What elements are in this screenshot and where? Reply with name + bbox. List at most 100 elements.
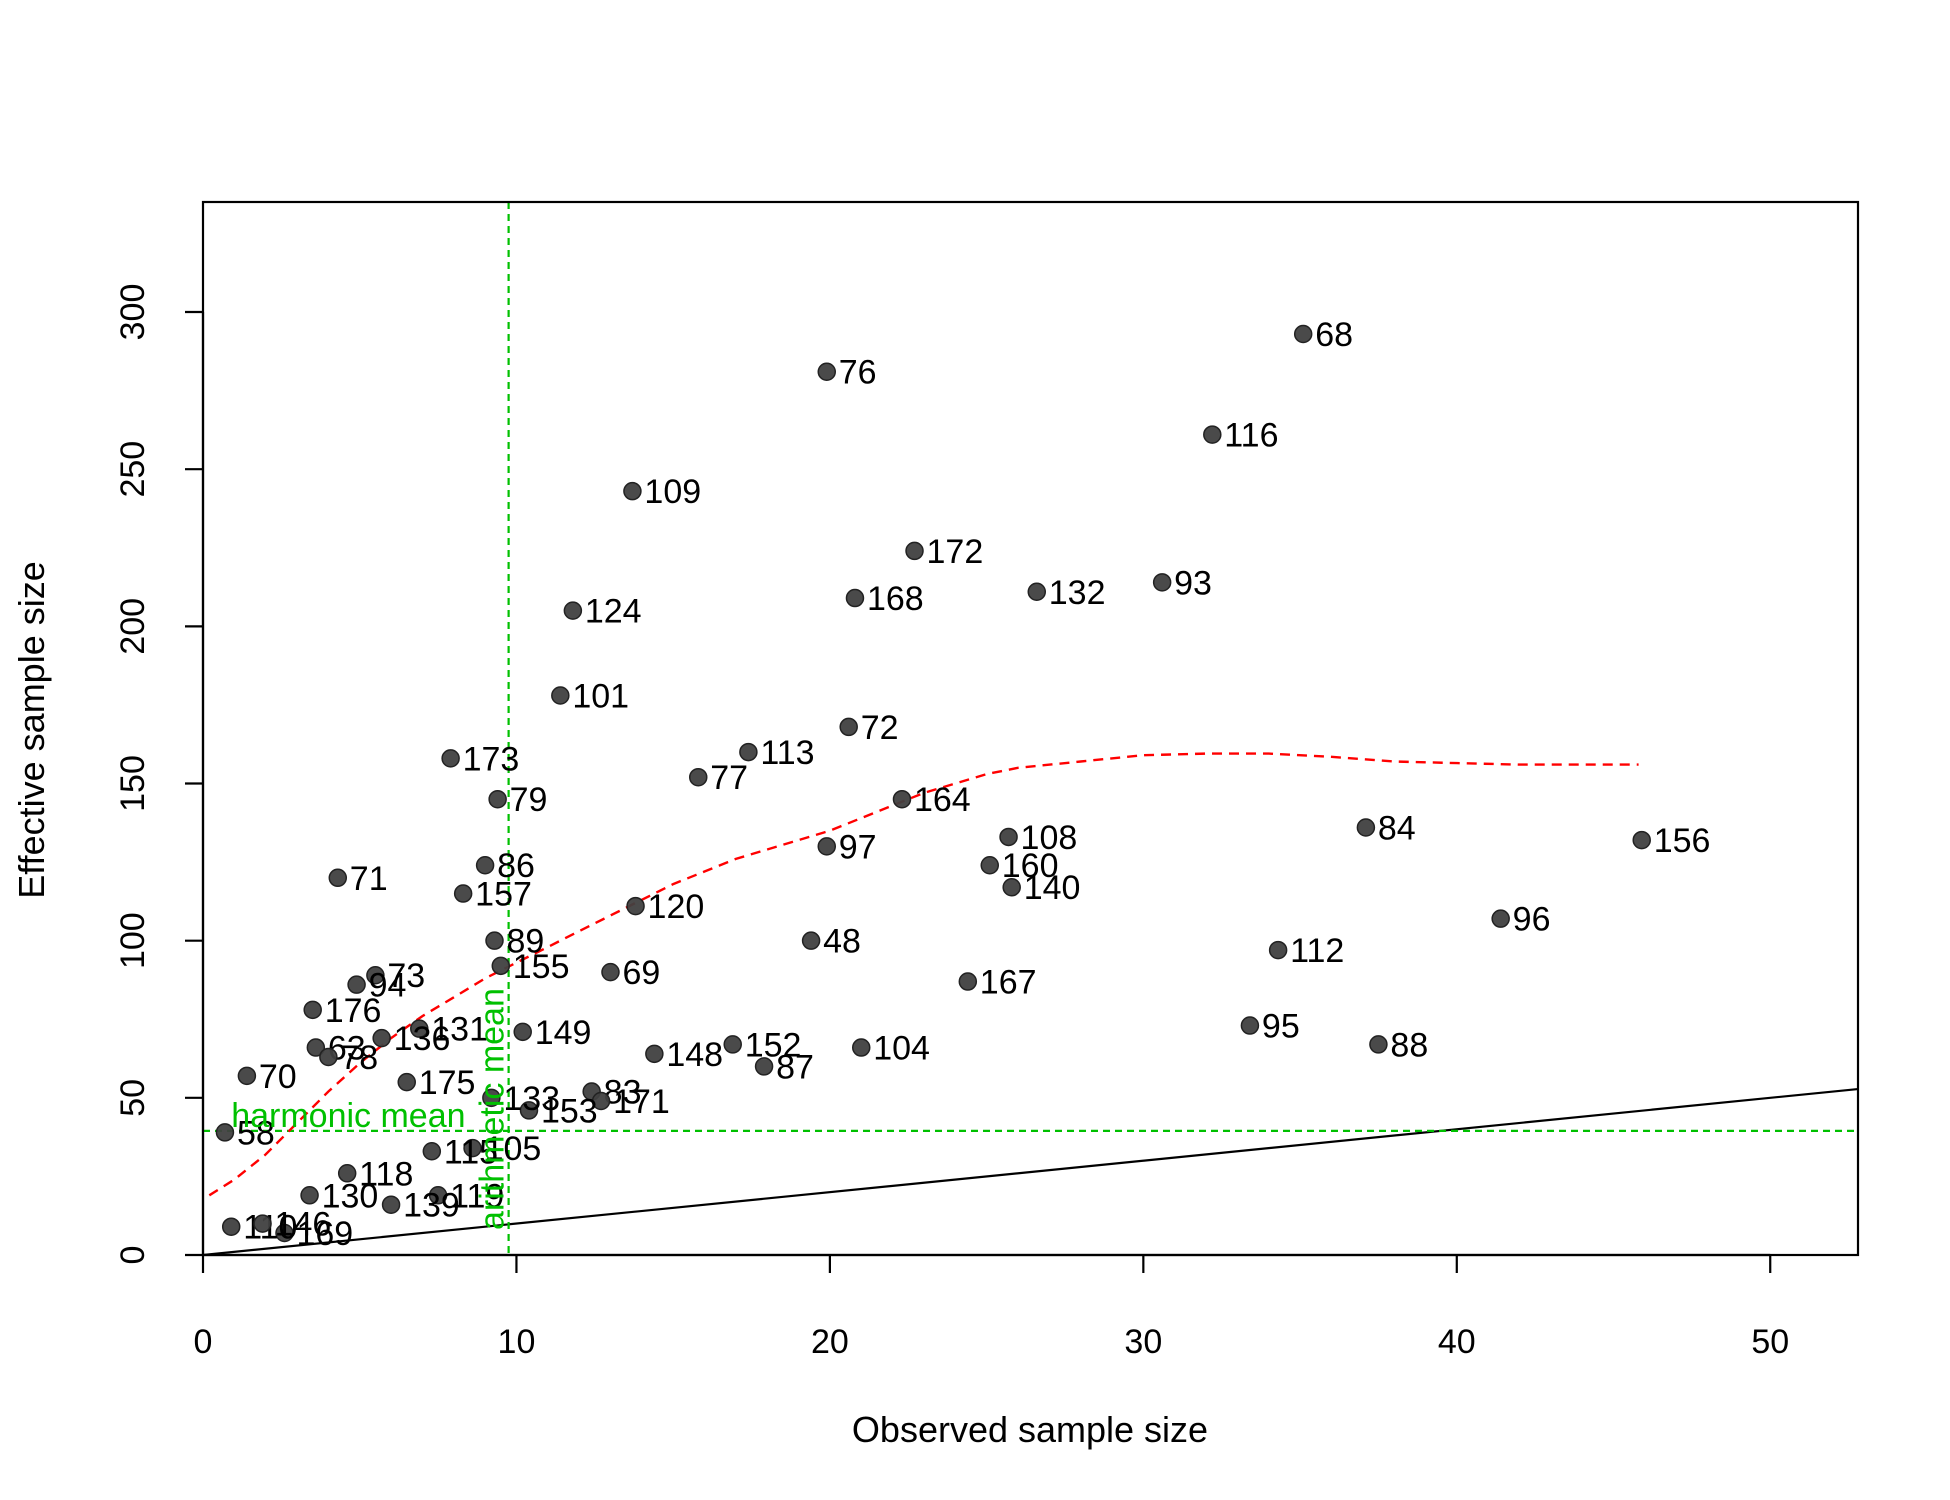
y-axis-title: Effective sample size — [11, 561, 52, 898]
point-label-108: 108 — [1021, 819, 1078, 857]
point-label-69: 69 — [622, 954, 660, 992]
point-label-131: 131 — [431, 1011, 488, 1049]
plot-area: 68 76 116 109 172 93 132 168 124 101 72 113 173 77 79 1… — [201, 200, 1860, 1257]
point-label-169: 169 — [296, 1215, 353, 1253]
point-label-176: 176 — [325, 992, 382, 1030]
data-point-78 — [319, 1047, 338, 1067]
data-point-87 — [754, 1057, 774, 1076]
data-point-169 — [275, 1223, 294, 1243]
data-point-172 — [905, 541, 924, 561]
point-label-149: 149 — [535, 1014, 592, 1052]
data-point-173 — [441, 749, 460, 768]
point-label-133: 133 — [503, 1080, 560, 1118]
point-label-115: 115 — [444, 1133, 498, 1171]
point-label-79: 79 — [510, 781, 548, 819]
data-point-140 — [1002, 877, 1021, 897]
point-label-105: 105 — [485, 1130, 542, 1168]
data-point-112 — [1268, 940, 1288, 960]
data-point-79 — [488, 789, 507, 809]
data-point-72 — [839, 717, 858, 737]
point-label-84: 84 — [1378, 810, 1416, 848]
data-point-119 — [428, 1186, 448, 1205]
point-label-152: 152 — [745, 1026, 802, 1064]
data-point-120 — [626, 896, 645, 916]
point-label-109: 109 — [644, 473, 701, 511]
data-point-76 — [817, 362, 837, 381]
data-point-71 — [328, 868, 348, 888]
data-point-68 — [1293, 324, 1313, 344]
data-point-152 — [723, 1035, 742, 1054]
data-point-175 — [397, 1072, 416, 1092]
point-label-73: 73 — [387, 957, 425, 995]
data-point-155 — [491, 956, 511, 976]
data-point-118 — [337, 1164, 357, 1183]
data-point-148 — [645, 1044, 664, 1064]
data-point-95 — [1240, 1016, 1260, 1035]
point-label-156: 156 — [1654, 822, 1711, 860]
point-label-173: 173 — [463, 740, 520, 778]
data-point-157 — [453, 884, 473, 903]
data-point-110 — [221, 1217, 241, 1236]
point-label-113: 113 — [760, 734, 814, 772]
data-point-88 — [1369, 1035, 1388, 1054]
y-tick-label-0: 0 — [114, 1246, 152, 1265]
y-axis: 0 50 100 150 200 250 300 — [114, 284, 205, 1265]
plot-frame — [201, 200, 1860, 1257]
point-label-139: 139 — [403, 1187, 460, 1225]
point-label-120: 120 — [648, 888, 705, 926]
point-label-88: 88 — [1390, 1026, 1428, 1064]
data-point-58 — [215, 1123, 235, 1142]
data-point-171 — [591, 1091, 611, 1111]
point-label-101: 101 — [572, 677, 629, 715]
y-tick-label-200: 200 — [114, 598, 152, 655]
point-label-93: 93 — [1174, 564, 1212, 602]
x-tick-label-30: 30 — [1124, 1323, 1162, 1361]
loess-curve — [208, 752, 1639, 1197]
data-point-94 — [347, 975, 366, 994]
identity-line — [203, 1087, 1858, 1255]
point-label-95: 95 — [1262, 1008, 1300, 1046]
data-point-63 — [306, 1038, 326, 1057]
point-label-48: 48 — [823, 923, 861, 961]
x-tick-label-0: 0 — [194, 1323, 213, 1361]
point-label-71: 71 — [350, 860, 388, 898]
point-label-175: 175 — [419, 1064, 476, 1102]
point-label-140: 140 — [1024, 869, 1081, 907]
point-label-77: 77 — [710, 759, 748, 797]
data-point-101 — [551, 686, 570, 705]
data-point-108 — [999, 827, 1018, 847]
data-point-109 — [623, 481, 642, 501]
data-point-96 — [1491, 909, 1510, 928]
data-point-167 — [958, 972, 978, 991]
y-tick-label-250: 250 — [114, 441, 152, 498]
point-label-164: 164 — [914, 781, 971, 819]
data-point-84 — [1356, 818, 1376, 837]
x-tick-label-50: 50 — [1751, 1323, 1789, 1361]
data-point-168 — [845, 588, 865, 608]
arithmetic-mean-label: arithmetic mean — [474, 988, 512, 1230]
data-point-97 — [817, 837, 837, 856]
data-point-131 — [410, 1019, 429, 1038]
data-point-69 — [601, 962, 620, 982]
data-point-77 — [688, 767, 708, 787]
point-label-124: 124 — [585, 593, 642, 631]
point-label-94: 94 — [369, 967, 407, 1005]
data-point-153 — [519, 1101, 539, 1120]
data-point-73 — [366, 965, 385, 985]
point-label-118: 118 — [359, 1155, 413, 1193]
y-tick-label-300: 300 — [114, 284, 152, 341]
plot-contents: 68 76 116 109 172 93 132 168 124 101 72 113 173 77 79 1… — [203, 202, 1858, 1255]
data-point-156 — [1632, 830, 1651, 850]
point-label-78: 78 — [340, 1039, 378, 1077]
data-point-105 — [463, 1138, 482, 1158]
data-point-146 — [253, 1214, 272, 1233]
point-label-132: 132 — [1049, 574, 1106, 612]
point-label-70: 70 — [259, 1058, 297, 1096]
point-label-87: 87 — [776, 1048, 814, 1086]
point-label-148: 148 — [666, 1036, 723, 1074]
data-point-136 — [372, 1028, 391, 1048]
data-point-89 — [485, 931, 504, 950]
y-tick-label-150: 150 — [114, 755, 152, 812]
data-point-139 — [381, 1195, 401, 1214]
